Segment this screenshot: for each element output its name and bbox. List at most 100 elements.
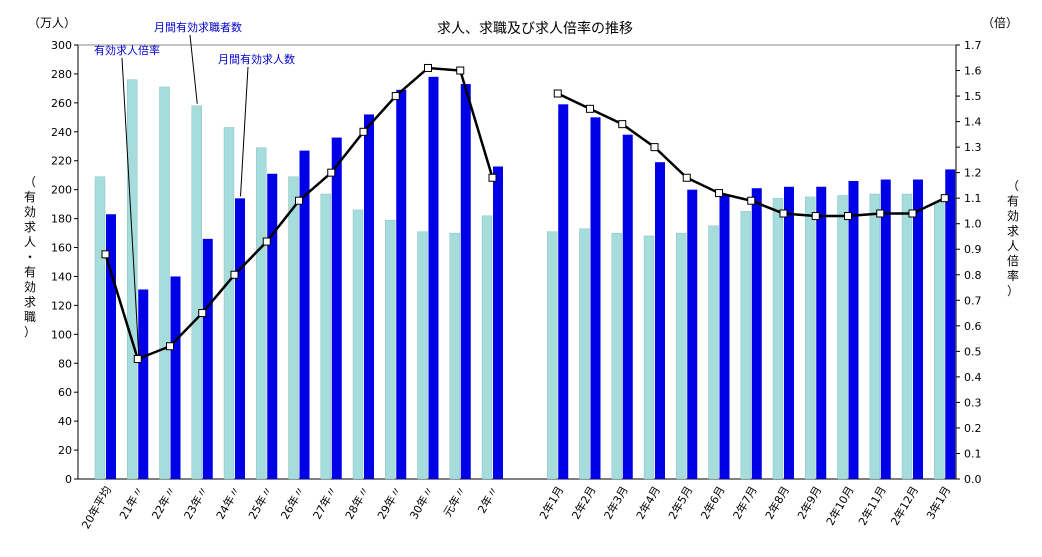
bar-job-seekers	[191, 105, 202, 480]
right-tick-label: 1.6	[964, 65, 982, 78]
category-label: 29年〃	[374, 484, 404, 522]
category-label: 2年7月	[730, 484, 760, 522]
category-label: 2年5月	[665, 484, 695, 522]
left-tick-label: 240	[51, 126, 72, 139]
left-tick-label: 20	[58, 444, 72, 457]
bar-job-openings	[687, 189, 698, 479]
category-label: 28年〃	[342, 484, 372, 522]
left-tick-label: 300	[51, 39, 72, 52]
bar-job-openings	[751, 188, 762, 479]
bar-job-seekers	[579, 228, 590, 480]
ratio-marker	[295, 196, 303, 205]
bar-job-seekers	[934, 202, 945, 480]
category-label: 2年3月	[601, 484, 631, 522]
category-label: 2年8月	[762, 484, 792, 522]
ratio-marker	[876, 209, 885, 218]
left-tick-label: 60	[58, 386, 72, 399]
left-tick-label: 280	[51, 68, 72, 81]
bar-job-seekers	[676, 232, 687, 480]
left-tick-label: 120	[51, 299, 72, 312]
right-tick-label: 0.5	[964, 345, 982, 358]
bar-job-seekers	[223, 127, 235, 480]
ratio-marker	[586, 104, 594, 113]
left-tick-label: 80	[58, 357, 72, 370]
bar-job-seekers	[417, 231, 428, 480]
category-label: 2年11月	[855, 484, 889, 528]
bar-job-seekers	[708, 225, 719, 480]
bar-job-openings	[331, 137, 342, 479]
bar-job-openings	[848, 180, 859, 479]
right-tick-label: 0.6	[964, 320, 982, 333]
ratio-marker	[844, 212, 852, 221]
annotation-ratio-leader	[121, 57, 140, 356]
category-label: 2年12月	[887, 484, 921, 528]
category-label: 23年〃	[181, 484, 211, 522]
bar-job-seekers	[127, 79, 138, 480]
ratio-marker	[262, 237, 271, 246]
right-tick-label: 0.2	[964, 422, 982, 435]
right-tick-label: 1.5	[964, 90, 982, 103]
left-tick-label: 180	[51, 213, 72, 226]
bar-job-seekers	[547, 231, 558, 480]
category-label: 2年9月	[794, 484, 824, 522]
ratio-marker	[553, 89, 562, 98]
ratio-marker	[198, 309, 207, 318]
ratio-marker	[133, 355, 142, 364]
right-axis-unit: （倍）	[982, 15, 1018, 30]
bar-job-openings	[138, 289, 149, 479]
ratio-marker	[618, 120, 627, 129]
bar-job-seekers	[643, 235, 655, 480]
bar-job-openings	[816, 186, 827, 480]
bar-job-openings	[202, 238, 213, 479]
bar-job-seekers	[352, 209, 364, 480]
bar-job-openings	[267, 173, 278, 479]
ratio-marker	[940, 194, 949, 203]
category-label: 21年〃	[116, 484, 146, 522]
right-tick-label: 0.7	[964, 294, 982, 307]
category-label: 元年〃	[440, 484, 469, 520]
bar-job-seekers	[611, 232, 622, 480]
bar-job-openings	[170, 276, 181, 479]
annotation-job-seekers-leader	[189, 34, 198, 104]
ratio-marker	[908, 209, 917, 218]
bar-job-seekers	[740, 211, 751, 480]
ratio-marker	[715, 189, 723, 198]
bar-job-openings	[428, 76, 439, 480]
bar-job-seekers	[320, 193, 331, 480]
bar-job-openings	[590, 117, 601, 479]
right-tick-label: 1.2	[964, 167, 982, 180]
bar-job-openings	[493, 166, 503, 479]
ratio-marker	[230, 270, 239, 279]
right-tick-label: 1.3	[964, 141, 982, 154]
bar-job-openings	[655, 162, 665, 479]
right-tick-label: 0.1	[964, 447, 982, 460]
plot-layer: 0 20 40 60 80 100 120 140 160 180 200 220 240 260 280 3…	[24, 20, 1019, 531]
left-tick-label: 40	[58, 415, 72, 428]
right-tick-label: 1.4	[964, 116, 982, 129]
category-label: 2年2月	[568, 484, 598, 522]
category-label: 3年1月	[923, 484, 953, 522]
ratio-marker	[682, 173, 691, 182]
category-label: 2年1月	[536, 484, 566, 522]
right-tick-label: 0.3	[964, 396, 982, 409]
category-label: 26年〃	[277, 484, 307, 522]
category-label: 2年10月	[823, 484, 857, 528]
category-label: 22年〃	[148, 484, 178, 522]
left-tick-label: 200	[51, 184, 72, 197]
bar-job-seekers	[159, 86, 170, 480]
bar-job-openings	[106, 214, 116, 479]
category-label: 2年6月	[697, 484, 727, 522]
left-tick-label: 0	[65, 473, 72, 486]
annotation-job-openings: 月間有効求人数	[218, 52, 295, 66]
ratio-marker	[488, 173, 497, 182]
bar-job-seekers	[481, 215, 493, 480]
bar-job-seekers	[256, 147, 267, 480]
ratio-marker	[650, 143, 659, 152]
bar-job-openings	[235, 198, 245, 479]
bar-job-seekers	[805, 196, 816, 480]
annotation-job-openings-leader	[240, 66, 249, 197]
bar-job-openings	[364, 114, 374, 479]
bar-job-seekers	[449, 232, 460, 480]
category-label: 2年〃	[474, 484, 501, 516]
